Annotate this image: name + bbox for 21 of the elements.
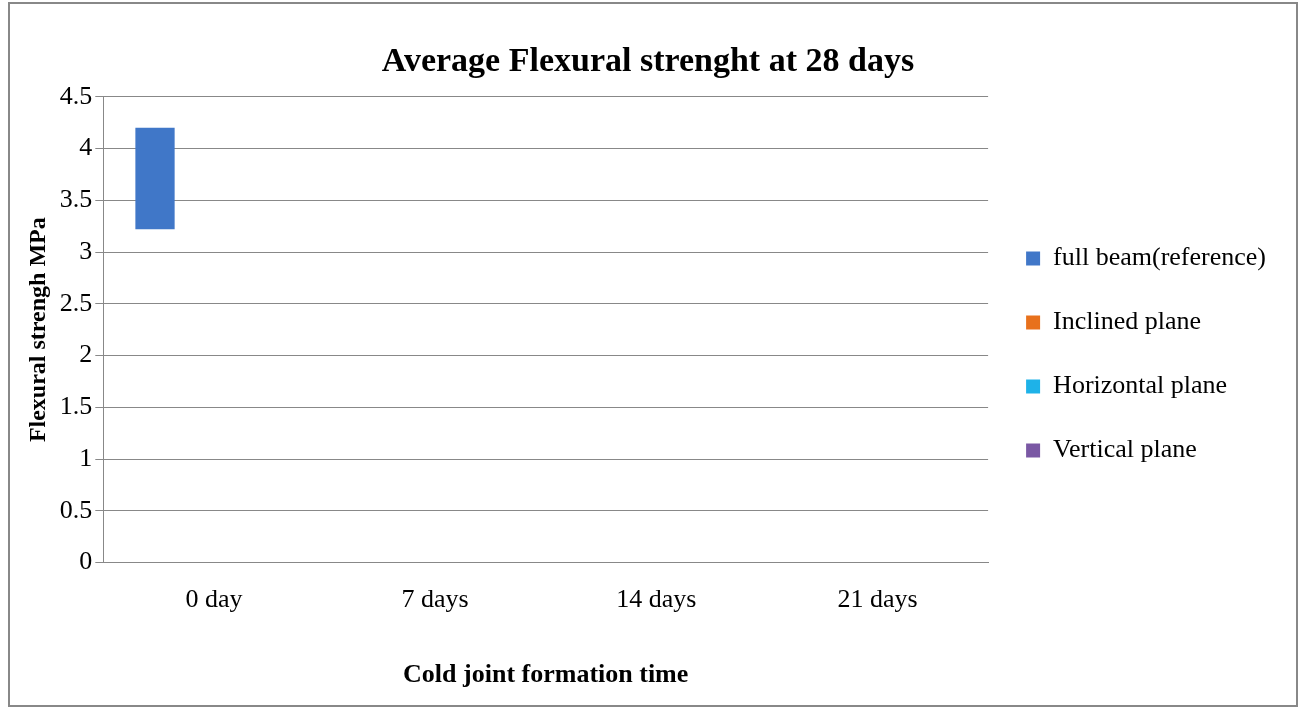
x-tick-label: 7 days	[401, 584, 469, 614]
y-tick-label: 2.5	[59, 287, 93, 317]
chart-title: Average Flexural strenght at 28 days	[381, 41, 915, 79]
y-tick-label: 1	[79, 442, 93, 472]
x-tick-label: 21 days	[837, 584, 918, 614]
legend-label: Vertical plane	[1053, 434, 1197, 464]
y-tick-label: 4	[79, 132, 93, 162]
y-tick-label: 1.5	[59, 391, 93, 421]
x-axis-title: Cold joint formation time	[403, 659, 689, 689]
legend-label: full beam(reference)	[1053, 242, 1267, 272]
x-tick-label: 14 days	[616, 584, 697, 614]
x-tick-label: 0 day	[185, 584, 243, 614]
y-tick-label: 0.5	[59, 494, 93, 524]
y-tick-label: 3	[79, 235, 93, 265]
y-tick-label: 3.5	[59, 184, 93, 214]
y-tick-label: 0	[79, 546, 93, 576]
y-axis-title: Flexural strengh MPa	[23, 217, 50, 443]
y-tick-label: 4.5	[59, 80, 93, 110]
legend-label: Inclined plane	[1053, 306, 1202, 336]
y-tick-label: 2	[79, 339, 93, 369]
legend-label: Horizontal plane	[1053, 370, 1228, 400]
